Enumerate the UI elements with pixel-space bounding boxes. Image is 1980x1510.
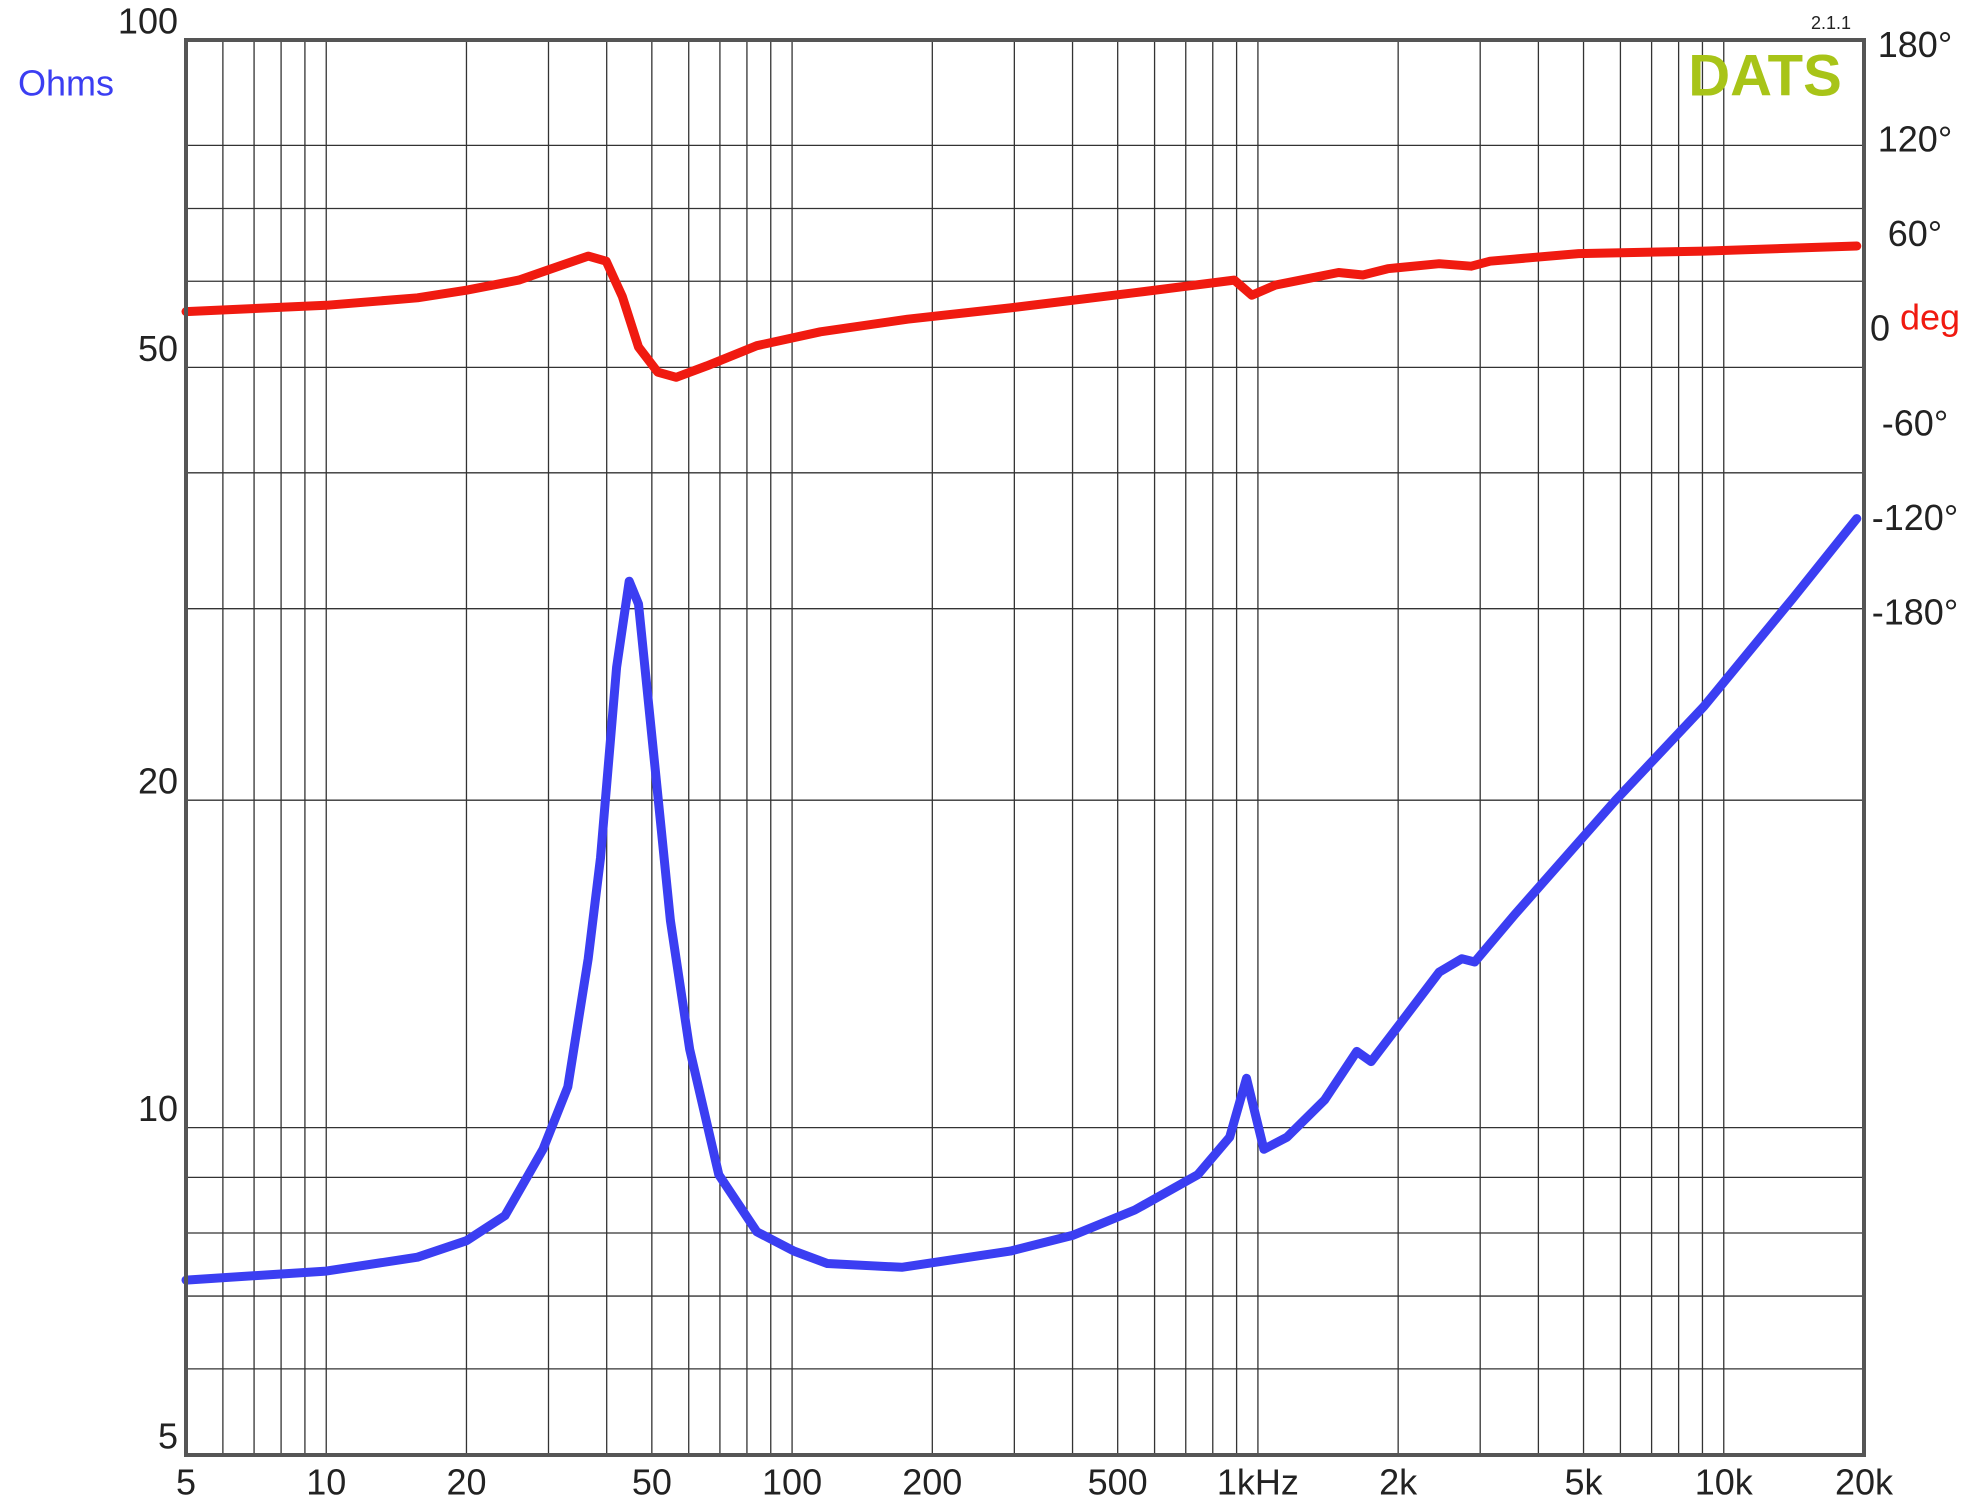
- y-tick-label: 20: [138, 761, 178, 802]
- x-tick-label: 20: [446, 1462, 486, 1503]
- plot-frame: [184, 38, 1866, 1457]
- y2-tick-label: -180°: [1872, 592, 1958, 633]
- x-tick-label: 100: [762, 1462, 822, 1503]
- series-line: [181, 514, 1862, 1285]
- x-tick-label: 20k: [1835, 1462, 1894, 1503]
- x-tick-label: 5: [176, 1462, 196, 1503]
- y-axis-label: Ohms: [18, 63, 114, 104]
- y2-tick-label: -60°: [1882, 402, 1948, 443]
- series-line: [181, 241, 1862, 382]
- y-tick-label: 50: [138, 328, 178, 369]
- y2-axis-label: deg: [1900, 297, 1960, 338]
- plot: [181, 241, 1862, 1285]
- x-tick-label: 2k: [1379, 1462, 1418, 1503]
- y2-tick-label: 120°: [1878, 118, 1952, 159]
- y2-tick-label: 60°: [1888, 213, 1942, 254]
- y-tick-label: 5: [158, 1416, 178, 1457]
- x-tick-label: 5k: [1565, 1462, 1604, 1503]
- x-tick-label: 1kHz: [1217, 1462, 1299, 1503]
- y2-tick-label: 180°: [1878, 24, 1952, 65]
- x-tick-label: 10k: [1695, 1462, 1754, 1503]
- x-tick-label: 10: [306, 1462, 346, 1503]
- y-tick-label: 10: [138, 1088, 178, 1129]
- y-tick-label: 100: [118, 1, 178, 42]
- x-tick-label: 50: [632, 1462, 672, 1503]
- x-tick-label: 200: [902, 1462, 962, 1503]
- version: 2.1.1: [1811, 13, 1851, 33]
- x-tick-label: 500: [1088, 1462, 1148, 1503]
- y2-tick-label: -120°: [1872, 497, 1958, 538]
- y2-tick-label: 0: [1870, 308, 1890, 349]
- logo: DATS: [1688, 43, 1842, 108]
